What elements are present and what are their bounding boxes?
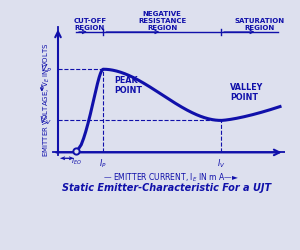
Text: I$_{EO}$: I$_{EO}$	[71, 157, 82, 168]
Text: I$_V$: I$_V$	[217, 157, 225, 170]
Text: NEGATIVE
RESISTANCE
REGION: NEGATIVE RESISTANCE REGION	[138, 11, 186, 31]
Text: EMITTER VOLTAGE, V$_E$ IN VOLTS: EMITTER VOLTAGE, V$_E$ IN VOLTS	[41, 43, 52, 158]
Text: Static Emitter-Characteristic For a UJT: Static Emitter-Characteristic For a UJT	[62, 183, 271, 193]
Text: PEAK
POINT: PEAK POINT	[115, 76, 142, 95]
Text: CUT-OFF
REGION: CUT-OFF REGION	[73, 18, 106, 31]
Text: — EMITTER CURRENT, I$_E$ IN m A—►: — EMITTER CURRENT, I$_E$ IN m A—►	[103, 172, 240, 184]
Text: SATURATION
REGION: SATURATION REGION	[235, 18, 285, 31]
Text: VALLEY
POINT: VALLEY POINT	[230, 83, 263, 102]
Text: I$_P$: I$_P$	[99, 157, 107, 170]
Text: V$_V$: V$_V$	[39, 114, 52, 127]
Text: V$_P$: V$_P$	[40, 63, 52, 76]
